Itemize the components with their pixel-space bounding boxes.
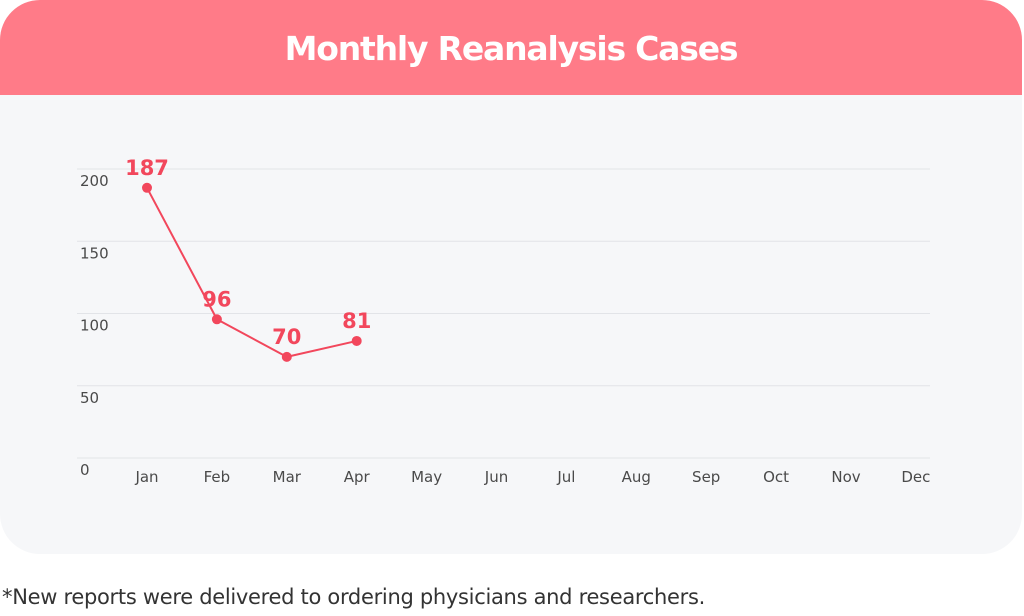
x-tick-label: Jun	[484, 468, 508, 486]
x-tick-label: Feb	[204, 468, 231, 486]
data-point	[142, 182, 152, 193]
x-tick-label: Nov	[831, 468, 860, 486]
data-label: 70	[272, 325, 301, 349]
x-tick-label: Jul	[556, 468, 575, 486]
series-line-path	[146, 187, 357, 358]
series-line	[146, 187, 357, 358]
x-tick-label: Mar	[273, 468, 302, 486]
x-tick-label: Sep	[692, 468, 720, 486]
x-axis-ticks: Jan Feb Mar Apr May Jun Jul Aug Sep Oct Nov Dec	[134, 468, 930, 486]
grid-lines	[77, 168, 930, 459]
x-tick-label: May	[411, 468, 442, 486]
y-tick-label: 200	[80, 172, 109, 190]
x-tick-label: Jan	[134, 468, 158, 486]
y-tick-label: 150	[80, 244, 109, 262]
data-point	[211, 314, 222, 325]
data-label: 187	[125, 156, 169, 180]
data-points	[142, 182, 362, 362]
y-tick-label: 100	[80, 317, 109, 335]
x-tick-label: Apr	[344, 468, 371, 486]
data-point	[351, 335, 362, 346]
card-header: Monthly Reanalysis Cases	[0, 0, 1022, 95]
data-label: 96	[202, 287, 231, 311]
footnote: *New reports were delivered to ordering …	[2, 585, 705, 609]
line-chart: 0 50 100 150 200 Jan Feb Mar Apr May Jun Jul Aug Sep…	[77, 156, 930, 486]
x-tick-label: Dec	[901, 468, 930, 486]
y-axis-ticks: 0 50 100 150 200	[80, 172, 109, 479]
y-tick-label: 50	[80, 389, 99, 407]
data-label: 81	[342, 309, 371, 333]
y-tick-label: 0	[80, 461, 90, 479]
x-tick-label: Aug	[622, 468, 651, 486]
chart-title: Monthly Reanalysis Cases	[284, 29, 739, 68]
x-tick-label: Oct	[763, 468, 789, 486]
chart-card: Monthly Reanalysis Cases 0 50 100 150 200 Ja…	[0, 0, 1022, 486]
data-labels: 187 96 70 81	[125, 156, 371, 349]
data-point	[281, 351, 292, 362]
